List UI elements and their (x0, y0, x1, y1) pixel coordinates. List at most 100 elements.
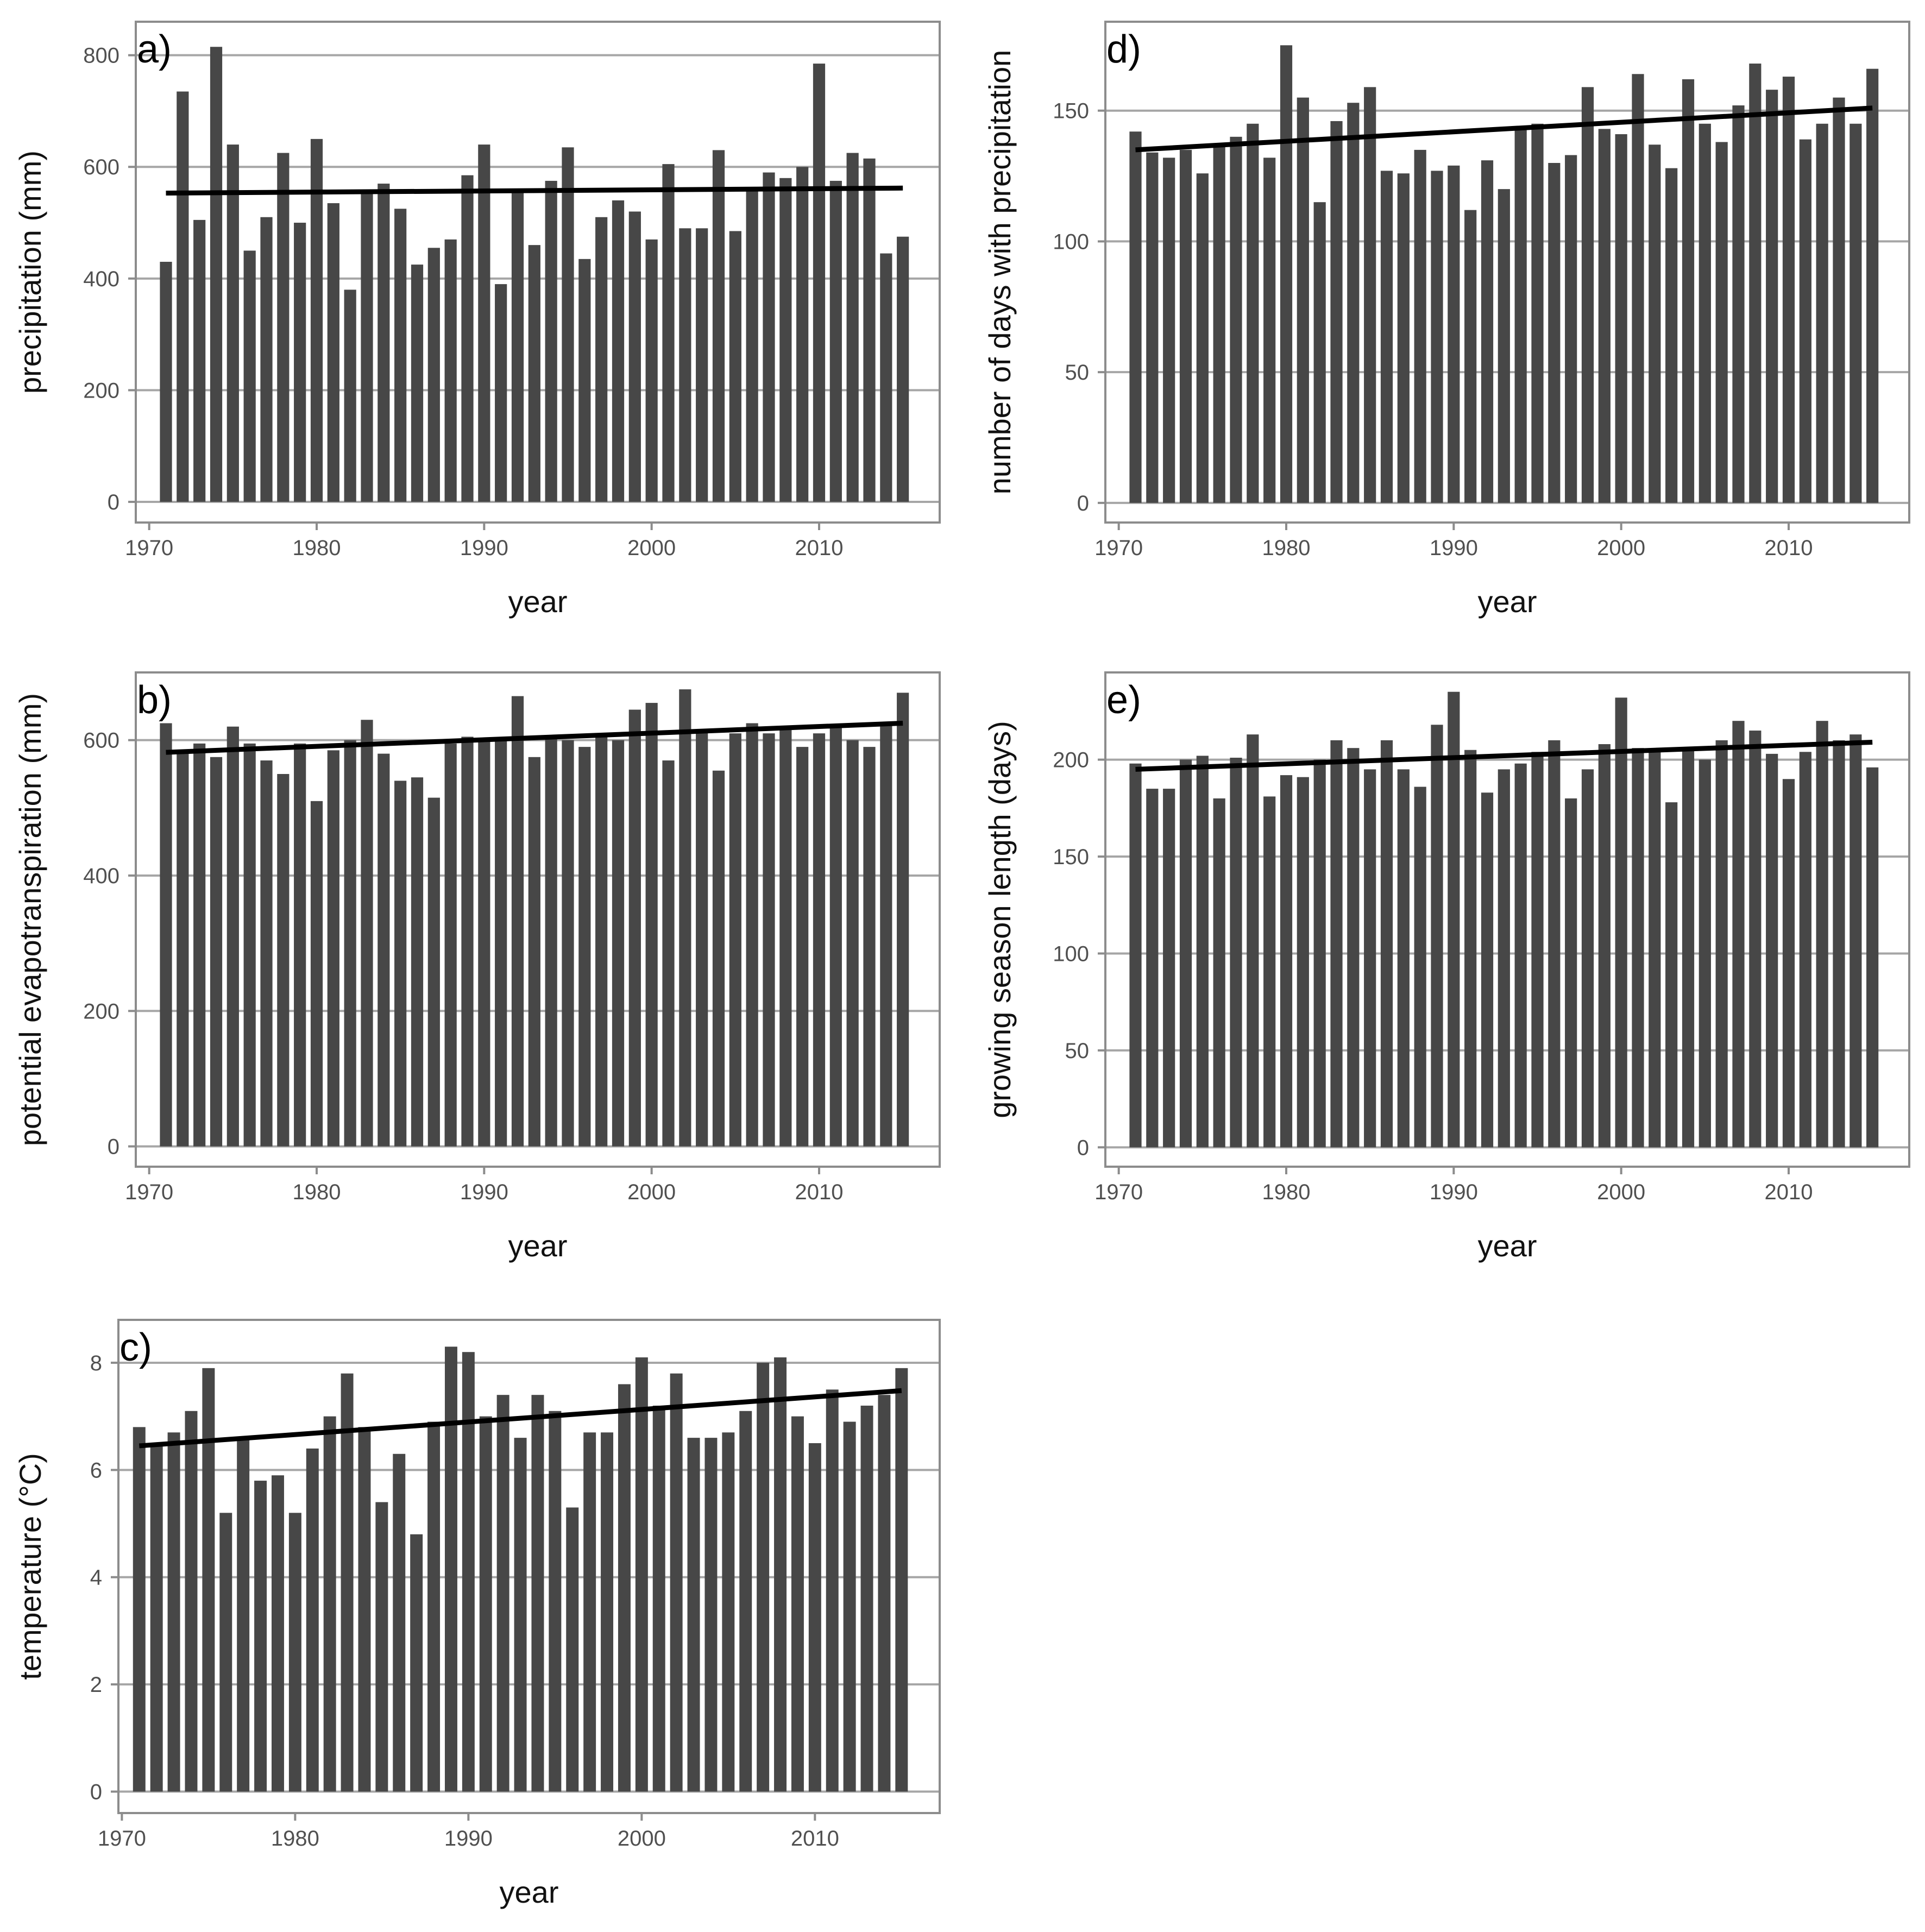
bar (1849, 123, 1862, 503)
bar (461, 737, 474, 1147)
bar (1749, 64, 1762, 503)
bar (679, 228, 691, 502)
bar (662, 164, 675, 502)
bar (1179, 759, 1192, 1148)
bar (1280, 45, 1293, 503)
bar (1782, 77, 1795, 503)
bar (227, 144, 239, 502)
bar (1297, 777, 1309, 1148)
panel-label: b) (137, 678, 172, 722)
bar (288, 1513, 301, 1792)
bar (1665, 802, 1678, 1148)
x-tick-label: 1970 (125, 1180, 173, 1204)
chart-panel-a: 0 200 400 600 800 1970 1980 1990 2000 2010 year pre… (13, 21, 941, 619)
bar (1715, 142, 1728, 503)
bar (1565, 155, 1577, 503)
bar (1498, 189, 1510, 503)
bar (679, 689, 691, 1147)
bar (462, 1352, 475, 1792)
panel-frame (135, 671, 941, 1168)
bar (863, 747, 876, 1147)
bar (478, 740, 490, 1147)
x-tick-label: 1970 (1094, 536, 1143, 560)
bar (1196, 756, 1209, 1148)
bar (1129, 131, 1142, 503)
y-axis-title: potential evapotranspiration (mm) (13, 693, 47, 1146)
bar (1615, 697, 1627, 1148)
panel-frame (1104, 21, 1910, 524)
bar (1397, 173, 1410, 503)
y-tick-label: 0 (1077, 492, 1089, 515)
bar (1682, 79, 1695, 503)
bar (846, 153, 859, 502)
bar (341, 1373, 354, 1792)
bar (897, 693, 909, 1147)
bar (243, 250, 256, 502)
bar (1247, 123, 1259, 503)
bar (1330, 740, 1343, 1148)
bar (1414, 786, 1426, 1148)
bar (361, 720, 373, 1147)
y-tick-label: 0 (108, 490, 119, 514)
bar (1632, 74, 1644, 503)
bar (595, 217, 608, 502)
bar (1514, 763, 1527, 1148)
bar (1330, 121, 1343, 503)
bar (327, 750, 339, 1147)
bar (1179, 149, 1192, 503)
bar (652, 1405, 665, 1792)
panel-label: e) (1106, 678, 1141, 722)
bar (1766, 753, 1778, 1148)
bar (628, 211, 641, 502)
bar (411, 777, 424, 1147)
y-tick-label: 200 (1053, 748, 1089, 772)
x-axis-title: year (508, 1229, 568, 1263)
bar (670, 1373, 683, 1792)
y-axis-title: number of days with precipitation (983, 50, 1017, 495)
bar (271, 1475, 284, 1792)
bar (746, 723, 758, 1147)
bar (880, 253, 892, 502)
x-tick-label: 1990 (460, 536, 508, 560)
y-tick-label: 150 (1053, 845, 1089, 869)
bar (878, 1395, 891, 1792)
bar (1364, 769, 1376, 1148)
bar (478, 144, 490, 502)
bar (1799, 752, 1811, 1148)
bar (1498, 769, 1510, 1148)
bar (1347, 748, 1360, 1148)
bar (361, 192, 373, 502)
bar (1129, 763, 1142, 1148)
bar (1866, 767, 1879, 1148)
bar (444, 1346, 457, 1792)
bar (1649, 144, 1661, 503)
bar (1833, 97, 1845, 503)
bar (618, 1384, 631, 1792)
x-tick-label: 2000 (1597, 536, 1645, 560)
bar (260, 217, 273, 502)
bar (1397, 769, 1410, 1148)
x-tick-label: 2010 (795, 1180, 844, 1204)
chart-panel-d: 0 50 100 150 1970 1980 1990 2000 2010 year number … (983, 21, 1910, 619)
y-axis-title: temperature (°C) (13, 1453, 47, 1680)
bar (846, 740, 859, 1147)
bar (1481, 160, 1494, 503)
bar (1146, 152, 1159, 503)
bar (813, 64, 826, 502)
bar (294, 743, 306, 1147)
trend-line (166, 185, 903, 196)
bar (796, 167, 809, 502)
bar (1514, 126, 1527, 503)
bar (277, 153, 290, 502)
trend-line (1135, 105, 1873, 153)
bar (1263, 796, 1276, 1148)
bar (562, 740, 574, 1147)
bar (167, 1432, 180, 1792)
bar (531, 1395, 544, 1792)
x-tick-label: 1970 (125, 536, 173, 560)
bar (461, 175, 474, 502)
bar (722, 1432, 735, 1792)
bar (545, 180, 557, 502)
bar (327, 203, 339, 502)
bar (601, 1432, 614, 1792)
